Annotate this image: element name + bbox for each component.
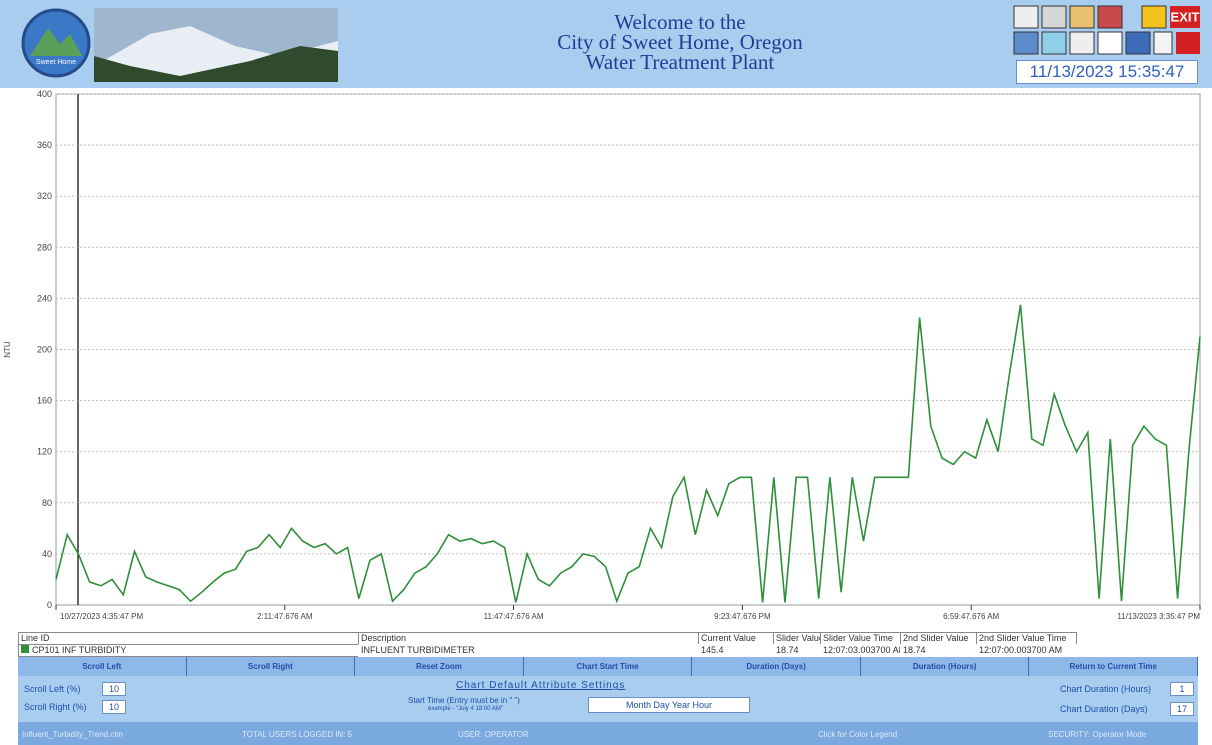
footer-item: TOTAL USERS LOGGED IN: 5 <box>242 730 352 739</box>
header: Sweet Home Welcome to the City of Sweet … <box>0 0 1212 88</box>
icon-equip[interactable] <box>1042 32 1066 54</box>
icon-report[interactable] <box>1154 32 1172 54</box>
example: example - "July 4 18:00 AM" <box>428 706 503 712</box>
icon-map[interactable] <box>1014 32 1038 54</box>
scroll-right-input[interactable]: 10 <box>102 700 126 714</box>
exit-label: EXIT <box>1171 9 1200 24</box>
icon-trend[interactable] <box>1098 32 1122 54</box>
footer-item: Influent_Turbidity_Trend.cim <box>22 730 123 739</box>
y-tick-label: 240 <box>37 293 52 303</box>
settings-panel: Scroll Left (%) 10 Scroll Right (%) 10 C… <box>18 676 1198 722</box>
label: Chart Duration (Days) <box>1060 704 1148 714</box>
y-tick-label: 160 <box>37 396 52 406</box>
icon-alarm[interactable] <box>1098 6 1122 28</box>
logo-text: Sweet Home <box>36 59 76 66</box>
table-cell: 18.74 <box>773 644 821 657</box>
footer: Influent_Turbidity_Trend.cim TOTAL USERS … <box>18 722 1198 745</box>
legend-entry: CP101 INF TURBIDITY <box>32 645 126 655</box>
label: Scroll Left (%) <box>24 684 81 694</box>
trend-chart: 0 40 80 120 160 200 240 280 320 360 400 NTU 10/27/20… <box>0 88 1212 630</box>
y-tick-label: 320 <box>37 191 52 201</box>
table-cell: 12:07:03.003700 AM <box>820 644 901 657</box>
icon-back[interactable] <box>1042 6 1066 28</box>
table-cell: INFLUENT TURBIDIMETER <box>358 644 699 657</box>
x-tick-label: 2:11:47.676 AM <box>257 612 313 621</box>
button[interactable]: Scroll Right <box>187 657 356 676</box>
scroll-left-input[interactable]: 10 <box>102 682 126 696</box>
icon-home[interactable] <box>1014 6 1038 28</box>
icon-print[interactable] <box>1070 32 1094 54</box>
table-cell: 145.4 <box>698 644 774 657</box>
button[interactable]: Duration (Days) <box>692 657 861 676</box>
y-tick-label: 360 <box>37 140 52 150</box>
settings-title: Chart Default Attribute Settings <box>456 680 625 691</box>
y-tick-label: 280 <box>37 242 52 252</box>
button[interactable]: Duration (Hours) <box>861 657 1030 676</box>
button[interactable]: Reset Zoom <box>355 657 524 676</box>
footer-item: SECURITY: Operator Mode <box>1048 730 1146 739</box>
nav-icons: EXIT <box>1012 4 1202 58</box>
page: Sweet Home Welcome to the City of Sweet … <box>0 0 1212 745</box>
x-tick-label: 11:47:47.676 AM <box>484 612 544 621</box>
table-cell: CP101 INF TURBIDITY <box>18 644 359 657</box>
y-tick-label: 200 <box>37 345 52 355</box>
y-tick-label: 40 <box>42 549 52 559</box>
y-tick-label: 0 <box>47 600 52 610</box>
table-cell: 12:07:00.003700 AM <box>976 644 1077 657</box>
icon-alarms[interactable] <box>1176 32 1200 54</box>
x-tick-label: 6:59:47.676 AM <box>943 612 999 621</box>
label: Scroll Right (%) <box>24 702 87 712</box>
title-line: Water Treatment Plant <box>480 52 880 72</box>
y-axis-label: NTU <box>3 341 12 358</box>
x-tick-label: 9:23:47.676 PM <box>714 612 771 621</box>
start-time-input[interactable]: Month Day Year Hour <box>588 697 750 713</box>
title-line: Welcome to the <box>480 12 880 32</box>
icon-screen[interactable] <box>1126 32 1150 54</box>
hours-input[interactable]: 1 <box>1170 682 1194 696</box>
y-tick-label: 80 <box>42 498 52 508</box>
label: Chart Duration (Hours) <box>1060 684 1151 694</box>
header-images: Sweet Home <box>20 6 340 84</box>
datetime: 11/13/2023 15:35:47 <box>1016 60 1198 84</box>
x-tick-label: 10/27/2023 4:35:47 PM <box>60 612 144 621</box>
footer-item: USER: OPERATOR <box>458 730 529 739</box>
title-line: City of Sweet Home, Oregon <box>480 32 880 52</box>
label: Start Time (Entry must be in " ") <box>408 696 520 705</box>
y-tick-label: 120 <box>37 447 52 457</box>
x-tick-label: 11/13/2023 3:35:47 PM <box>1117 612 1200 621</box>
icon-log[interactable] <box>1070 6 1094 28</box>
table-cell: 18.74 <box>900 644 977 657</box>
footer-item[interactable]: Click for Color Legend <box>818 730 897 739</box>
button[interactable]: Return to Current Time <box>1029 657 1198 676</box>
legend-swatch <box>21 645 29 653</box>
button[interactable]: Scroll Left <box>18 657 187 676</box>
days-input[interactable]: 17 <box>1170 702 1194 716</box>
icon-help[interactable] <box>1142 6 1166 28</box>
button[interactable]: Chart Start Time <box>524 657 693 676</box>
y-tick-label: 400 <box>37 89 52 99</box>
